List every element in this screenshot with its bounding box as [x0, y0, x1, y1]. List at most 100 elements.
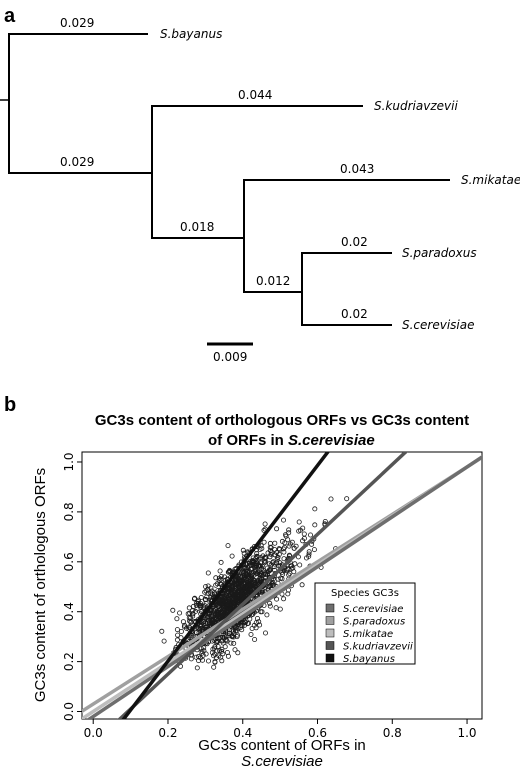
data-point	[234, 634, 240, 640]
data-point	[234, 598, 240, 604]
scale-bar-label: 0.009	[213, 350, 247, 364]
data-point	[202, 589, 208, 595]
data-point	[280, 517, 286, 523]
data-point	[267, 600, 273, 606]
taxon-label-mikatae: S.mikatae	[461, 173, 520, 187]
data-point	[229, 633, 235, 639]
data-point	[217, 568, 223, 574]
data-point	[223, 596, 229, 602]
data-point	[205, 570, 211, 576]
data-point	[235, 572, 241, 578]
data-point	[239, 590, 245, 596]
data-point	[197, 655, 203, 661]
data-point	[281, 549, 287, 555]
data-point	[225, 586, 231, 592]
data-point	[195, 599, 201, 605]
x-axis-title-line1: GC3s content of ORFs in	[198, 737, 366, 754]
data-point	[181, 624, 187, 630]
x-axis: 0.0 0.2 0.4 0.6 0.8 1.0	[84, 719, 477, 740]
data-point	[303, 555, 309, 561]
data-point	[265, 569, 271, 575]
data-point	[226, 627, 232, 633]
data-point	[307, 532, 313, 538]
data-point	[256, 619, 262, 625]
data-point	[220, 596, 226, 602]
data-point	[212, 651, 218, 657]
x-tick-label: 0.4	[233, 726, 252, 740]
data-point	[218, 559, 224, 565]
data-point	[281, 596, 287, 602]
data-point	[202, 603, 208, 609]
data-point	[222, 644, 228, 650]
data-point	[289, 563, 295, 569]
data-point	[322, 519, 328, 525]
data-point	[286, 527, 292, 533]
legend: Species GC3s S.cerevisiae S.paradoxusS.mi…	[314, 582, 416, 665]
data-point	[285, 537, 291, 543]
data-point	[186, 605, 192, 611]
branch-length-inner-root: 0.029	[60, 155, 94, 169]
branch-length-cerevisiae: 0.02	[341, 307, 368, 321]
data-point	[230, 588, 236, 594]
data-point	[209, 613, 215, 619]
data-point	[205, 658, 211, 664]
data-point	[257, 573, 263, 579]
data-point	[224, 607, 230, 613]
data-point	[277, 606, 283, 612]
data-point	[218, 634, 224, 640]
data-point	[239, 619, 245, 625]
data-point	[270, 580, 276, 586]
data-point	[344, 496, 350, 502]
data-point	[270, 560, 276, 566]
taxon-label-bayanus: S.bayanus	[160, 27, 222, 41]
data-point	[198, 595, 204, 601]
data-point	[177, 610, 183, 616]
data-point	[229, 553, 235, 559]
data-point	[178, 629, 184, 635]
legend-swatch	[325, 641, 335, 650]
data-point	[233, 625, 239, 631]
y-tick-label: 1.0	[62, 452, 76, 471]
data-point	[299, 582, 305, 588]
data-point	[312, 522, 318, 528]
data-point	[225, 543, 231, 549]
data-point	[262, 571, 268, 577]
data-point	[227, 569, 233, 575]
data-point	[272, 540, 278, 546]
data-point	[209, 610, 215, 616]
data-point	[198, 603, 204, 609]
data-point	[216, 575, 222, 581]
data-point	[197, 627, 203, 633]
data-point	[218, 610, 224, 616]
data-point	[246, 590, 252, 596]
data-point	[295, 554, 301, 560]
data-point	[252, 637, 258, 643]
data-point	[245, 585, 251, 591]
data-point	[217, 600, 223, 606]
data-point	[226, 633, 232, 639]
data-point	[257, 622, 263, 628]
data-point	[306, 551, 312, 557]
data-point	[254, 551, 260, 557]
legend-label: S.mikatae	[343, 629, 393, 640]
data-point	[233, 625, 239, 631]
data-point	[216, 601, 222, 607]
data-point	[249, 566, 255, 572]
data-point	[232, 647, 238, 653]
data-point	[190, 613, 196, 619]
data-point	[239, 586, 245, 592]
legend-swatch	[325, 628, 335, 638]
data-point	[225, 653, 231, 659]
data-point	[300, 525, 306, 531]
data-point	[209, 588, 215, 594]
chart-title-line2-prefix: of ORFs in	[208, 432, 288, 449]
branch-length-mikatae: 0.043	[340, 162, 374, 176]
x-tick-label: 0.8	[383, 726, 402, 740]
data-point	[228, 640, 234, 646]
data-point	[174, 616, 180, 622]
data-point	[267, 603, 273, 609]
data-point	[235, 580, 241, 586]
data-point	[286, 572, 292, 578]
data-point	[214, 648, 220, 654]
panel-a-label: a	[4, 5, 16, 27]
